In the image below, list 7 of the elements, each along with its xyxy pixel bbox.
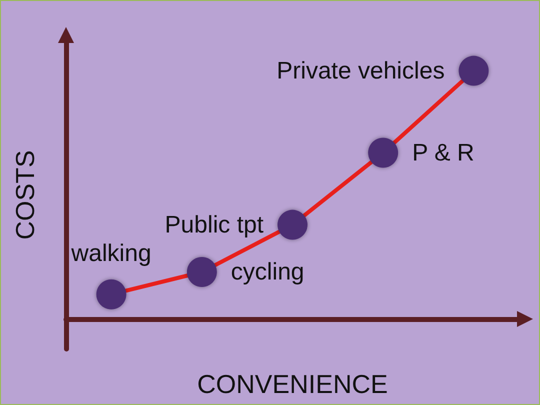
y-axis-title: COSTS	[10, 150, 40, 240]
annotation: walking	[70, 240, 152, 267]
annotation: cycling	[230, 258, 304, 286]
x-axis-title: CONVENIENCE	[197, 369, 388, 399]
annotation: Public tpt	[164, 211, 264, 238]
annotation: Private vehicles	[276, 57, 445, 84]
annotation: P & R	[412, 139, 474, 166]
